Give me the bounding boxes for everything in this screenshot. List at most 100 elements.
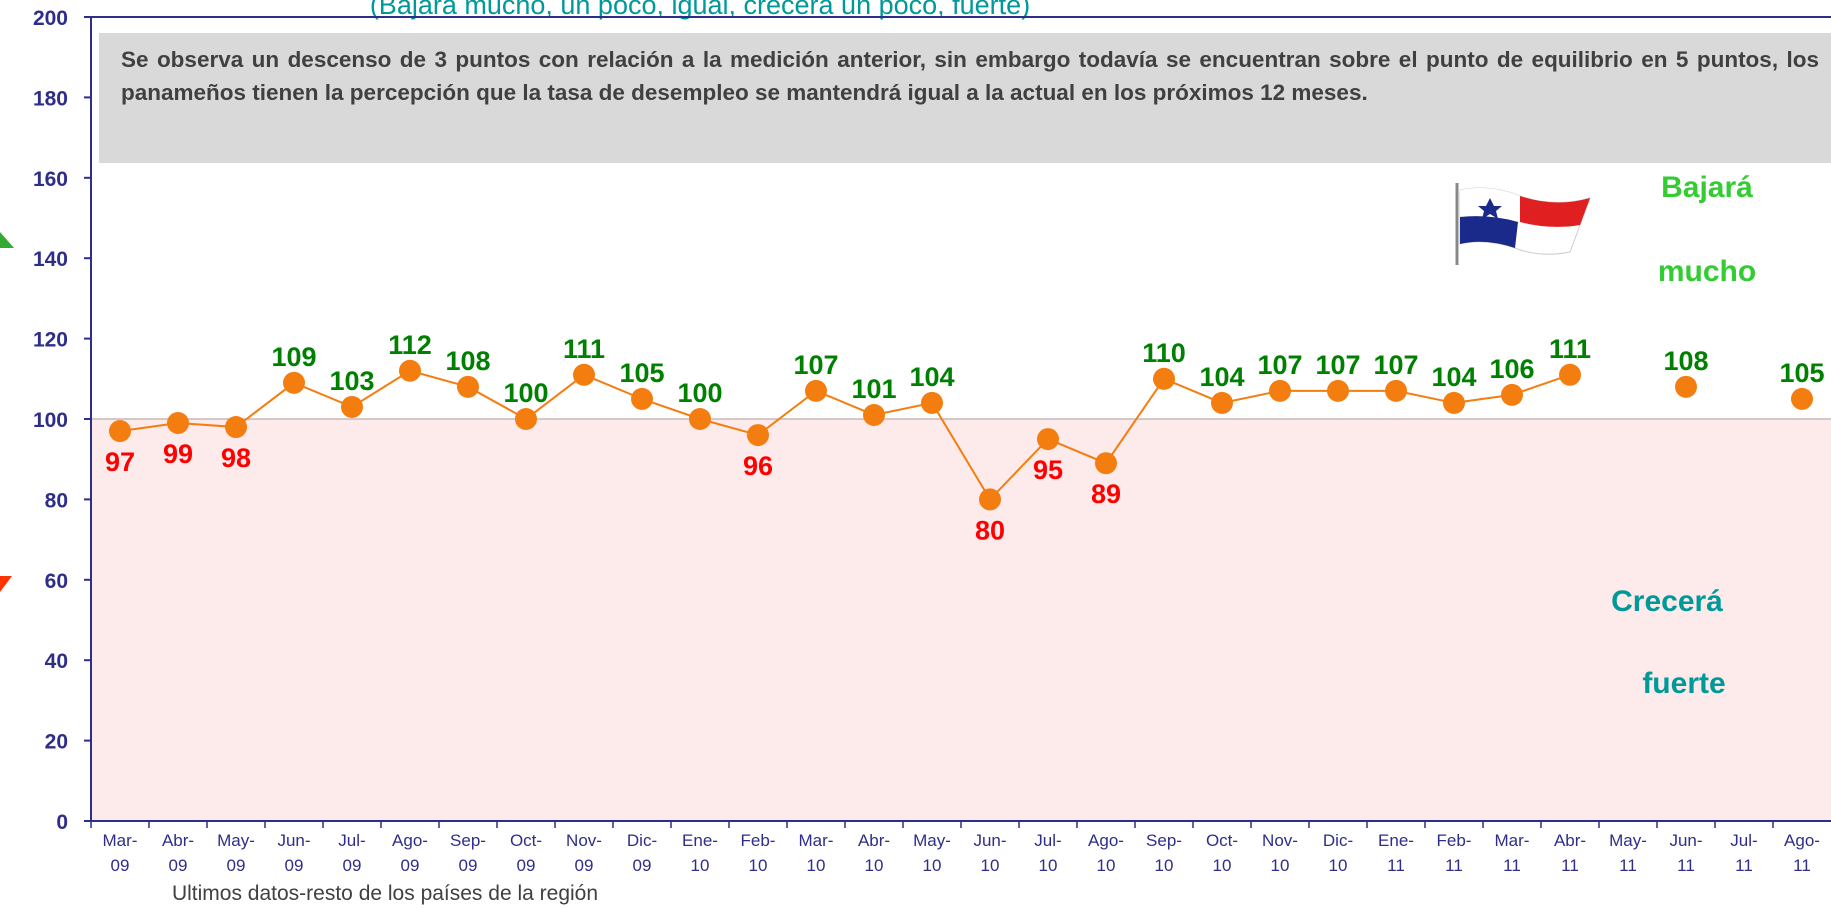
x-tick-label: Oct-09 — [510, 831, 542, 875]
x-tick-label: Nov-10 — [1262, 831, 1298, 875]
data-label: 80 — [975, 515, 1005, 545]
x-tick-label: Mar-10 — [799, 831, 834, 875]
data-point — [1037, 428, 1059, 451]
data-point — [225, 416, 247, 439]
data-label: 105 — [1779, 358, 1824, 388]
x-tick-label: Ago-11 — [1784, 831, 1820, 875]
y-tick-label: 160 — [33, 168, 68, 191]
data-point — [1501, 383, 1523, 406]
x-tick-label: Mar-09 — [103, 831, 138, 875]
data-label: 103 — [329, 366, 374, 396]
data-label: 96 — [743, 451, 773, 481]
data-label: 100 — [503, 378, 548, 408]
data-label: 107 — [1315, 350, 1360, 380]
x-tick-label: Jun-11 — [1669, 831, 1702, 875]
below-zone — [91, 419, 1831, 821]
y-tick-label: 200 — [33, 7, 68, 30]
x-tick-label: Ago-09 — [392, 831, 428, 875]
data-point — [747, 424, 769, 447]
data-label: 110 — [1142, 338, 1186, 368]
x-tick-label: Jul-09 — [338, 831, 365, 875]
data-point — [1153, 367, 1175, 390]
data-point — [689, 408, 711, 430]
flag — [1455, 183, 1591, 265]
data-label: 97 — [105, 447, 135, 477]
x-tick-label: Dic-09 — [627, 831, 657, 875]
zone-label: Crecerá — [1611, 585, 1723, 618]
data-label: 104 — [909, 362, 954, 392]
data-label: 107 — [1257, 350, 1302, 380]
data-point — [1791, 387, 1813, 410]
data-point — [1095, 452, 1117, 475]
data-point — [1559, 363, 1581, 386]
y-tick-label: 20 — [45, 731, 68, 754]
x-tick-label: Ene-10 — [682, 831, 718, 875]
data-point — [1269, 379, 1291, 402]
y-tick-label: 140 — [33, 248, 68, 271]
x-tick-label: May-10 — [913, 831, 951, 875]
y-tick-label: 60 — [45, 570, 68, 593]
zone-label: fuerte — [1642, 667, 1725, 700]
data-point — [167, 412, 189, 435]
data-label: 104 — [1199, 362, 1244, 392]
y-tick-label: 100 — [33, 409, 68, 432]
y-tick-label: 40 — [45, 650, 68, 673]
zone-label: mucho — [1658, 255, 1756, 288]
data-label: 99 — [163, 439, 193, 469]
x-tick-label: Nov-09 — [566, 831, 602, 875]
y-tick-label: 0 — [56, 811, 68, 834]
data-label: 108 — [1663, 346, 1708, 376]
x-tick-label: Jul-10 — [1034, 831, 1061, 875]
x-tick-label: Sep-10 — [1146, 831, 1182, 875]
data-point — [573, 363, 595, 386]
x-tick-label: May-11 — [1609, 831, 1647, 875]
x-tick-label: Sep-09 — [450, 831, 486, 875]
data-point — [515, 408, 537, 430]
data-point — [1443, 391, 1465, 414]
data-label: 108 — [445, 346, 490, 376]
annotation: Se observa un descenso de 3 puntos con r… — [99, 33, 1831, 163]
data-point — [631, 387, 653, 410]
down-arrow — [0, 576, 12, 592]
data-label: 105 — [619, 358, 664, 388]
data-label: 106 — [1489, 354, 1534, 384]
data-point — [341, 395, 363, 418]
data-label: 98 — [221, 443, 251, 473]
data-label: 111 — [563, 334, 605, 364]
x-tick-label: Jun-09 — [277, 831, 310, 875]
data-label: 111 — [1549, 334, 1591, 364]
x-tick-label: Abr-10 — [858, 831, 890, 875]
x-tick-label: Jun-10 — [973, 831, 1006, 875]
data-point — [1211, 391, 1233, 414]
data-point — [805, 379, 827, 402]
data-point — [1327, 379, 1349, 402]
data-point — [283, 371, 305, 394]
zone-label: Bajará — [1661, 171, 1753, 204]
x-tick-label: Abr-09 — [162, 831, 194, 875]
x-tick-label: Mar-11 — [1495, 831, 1530, 875]
x-tick-label: Oct-10 — [1206, 831, 1238, 875]
up-arrow — [0, 232, 14, 248]
y-tick-label: 80 — [45, 489, 68, 512]
x-tick-label: Abr-11 — [1554, 831, 1586, 875]
data-label: 109 — [271, 342, 316, 372]
data-point — [1675, 375, 1697, 398]
data-point — [921, 391, 943, 414]
y-tick-label: 180 — [33, 87, 68, 110]
data-label: 104 — [1431, 362, 1476, 392]
x-tick-label: Dic-10 — [1323, 831, 1353, 875]
data-point — [1385, 379, 1407, 402]
data-label: 107 — [793, 350, 838, 380]
data-label: 100 — [677, 378, 722, 408]
data-label: 95 — [1033, 455, 1063, 485]
data-point — [863, 403, 885, 426]
data-point — [399, 359, 421, 382]
x-tick-label: Feb-10 — [741, 831, 776, 875]
data-label: 101 — [851, 374, 896, 404]
data-label: 107 — [1373, 350, 1418, 380]
data-point — [457, 375, 479, 398]
x-tick-label: Ene-11 — [1378, 831, 1414, 875]
x-tick-label: Feb-11 — [1437, 831, 1472, 875]
